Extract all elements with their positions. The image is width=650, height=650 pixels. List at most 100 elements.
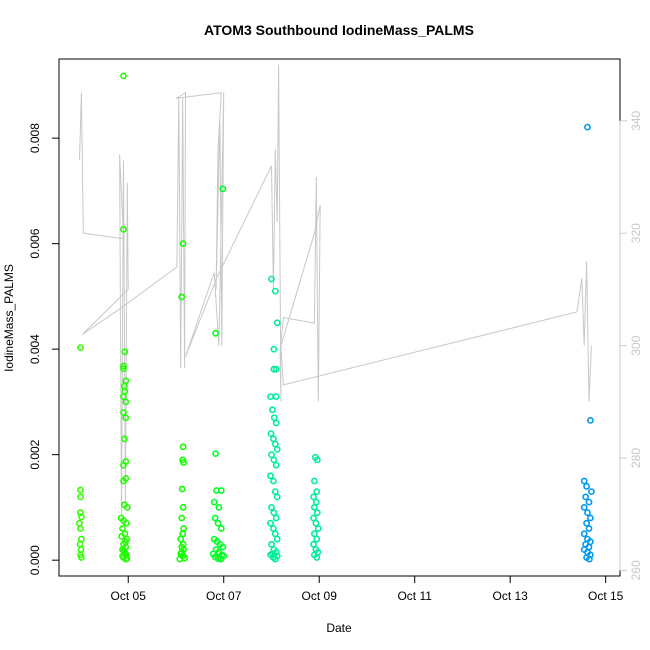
data-point xyxy=(268,540,275,548)
data-point xyxy=(210,498,218,506)
data-point xyxy=(215,503,223,511)
data-point xyxy=(220,552,228,560)
x-axis: Oct 05 Oct 07 Oct 09 Oct 11 Oct 13 Oct 15 xyxy=(111,575,624,603)
data-point xyxy=(270,345,278,353)
data-point xyxy=(272,514,280,522)
y-axis: 0.000 0.002 0.004 0.006 0.008 xyxy=(28,123,60,575)
data-point xyxy=(584,509,591,517)
data-point xyxy=(120,477,127,485)
data-point xyxy=(312,498,320,506)
data-point xyxy=(78,554,85,561)
data-point xyxy=(585,525,593,532)
data-point xyxy=(120,365,127,373)
data-point xyxy=(270,414,278,422)
data-point xyxy=(119,525,126,532)
data-point xyxy=(271,440,279,448)
right-axis: 260 280 300 320 340 xyxy=(619,110,643,580)
data-point xyxy=(122,414,130,422)
data-point xyxy=(580,477,588,485)
data-point xyxy=(217,525,225,532)
data-point xyxy=(76,540,84,548)
data-point xyxy=(271,488,279,495)
data-point xyxy=(121,348,129,356)
y-axis-label: IodineMass_PALMS xyxy=(2,264,16,372)
data-point xyxy=(580,503,588,511)
data-point xyxy=(313,488,321,495)
data-point xyxy=(178,293,186,301)
data-point xyxy=(78,535,85,543)
data-point xyxy=(179,530,187,538)
data-point xyxy=(267,519,274,527)
data-point xyxy=(273,493,281,501)
data-point xyxy=(268,550,276,558)
chart-title: ATOM3 Southbound IodineMass_PALMS xyxy=(204,22,474,38)
data-point xyxy=(310,530,318,538)
data-point xyxy=(118,533,125,540)
data-point xyxy=(310,493,317,501)
x-tick-label: Oct 11 xyxy=(397,589,432,603)
x-tick-label: Oct 07 xyxy=(206,589,242,603)
data-point xyxy=(120,547,128,555)
data-point xyxy=(219,185,227,193)
data-point xyxy=(120,225,127,233)
data-point xyxy=(123,555,131,562)
data-point xyxy=(268,406,276,414)
data-point xyxy=(270,456,278,464)
data-point xyxy=(272,419,280,427)
data-point xyxy=(588,488,595,495)
data-point xyxy=(122,538,129,546)
data-point xyxy=(313,535,321,543)
data-point xyxy=(176,555,184,563)
x-tick-label: Oct 13 xyxy=(493,589,529,603)
data-point xyxy=(584,123,591,131)
right-tick-label: 320 xyxy=(629,223,643,243)
data-point xyxy=(120,409,127,416)
x-axis-label: Date xyxy=(326,621,352,635)
data-point xyxy=(269,435,277,443)
data-point xyxy=(77,509,84,517)
data-point xyxy=(214,555,222,562)
y-tick-label: 0.008 xyxy=(28,123,42,153)
data-point xyxy=(310,540,317,548)
data-point xyxy=(122,398,130,406)
data-point xyxy=(77,486,84,494)
point-series xyxy=(76,72,595,563)
data-point xyxy=(583,519,590,527)
data-point xyxy=(179,503,187,511)
data-point xyxy=(583,482,590,490)
data-point xyxy=(77,493,84,501)
y-tick-label: 0.000 xyxy=(28,545,42,575)
data-point xyxy=(582,493,589,501)
data-point xyxy=(271,287,279,295)
data-point xyxy=(77,546,85,553)
data-point xyxy=(313,509,321,517)
data-point xyxy=(273,319,281,327)
data-point xyxy=(219,543,227,551)
data-point xyxy=(209,550,217,558)
data-point xyxy=(310,503,318,511)
right-tick-label: 340 xyxy=(629,110,643,130)
data-point xyxy=(587,416,594,424)
data-point xyxy=(268,503,275,511)
data-point xyxy=(267,430,275,437)
data-point xyxy=(269,477,277,485)
y-tick-label: 0.004 xyxy=(28,334,42,364)
data-point xyxy=(270,509,278,517)
data-point xyxy=(212,329,219,337)
data-point xyxy=(120,393,127,400)
data-point xyxy=(120,72,127,80)
data-point xyxy=(217,487,225,494)
y-tick-label: 0.002 xyxy=(28,439,42,469)
data-point xyxy=(587,514,594,522)
data-point xyxy=(77,344,84,351)
y-tick-label: 0.006 xyxy=(28,228,42,258)
data-point xyxy=(313,456,321,464)
data-point xyxy=(76,519,83,527)
data-point xyxy=(214,519,222,527)
data-point xyxy=(177,535,185,543)
data-point xyxy=(122,519,130,527)
x-tick-label: Oct 09 xyxy=(302,589,338,603)
data-point xyxy=(267,472,274,480)
data-point xyxy=(179,240,187,247)
